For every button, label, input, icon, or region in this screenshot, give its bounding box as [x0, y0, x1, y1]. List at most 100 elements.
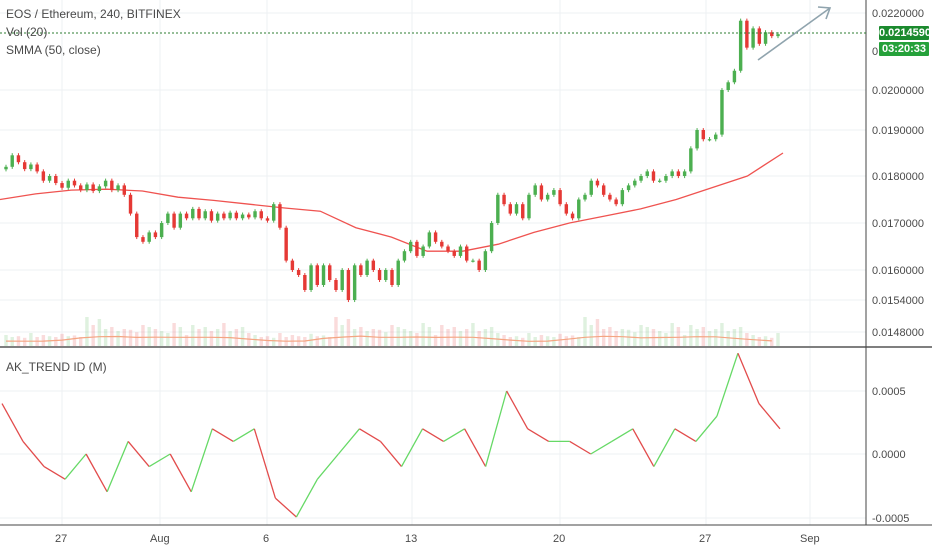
candle-body	[745, 20, 749, 48]
candle-body	[446, 246, 450, 252]
candle-body	[539, 185, 544, 200]
price-label: 0.0148000	[872, 327, 924, 339]
candle-body	[707, 139, 712, 141]
candle-body	[664, 176, 668, 181]
candle-body	[527, 194, 531, 219]
candle-body	[259, 211, 263, 219]
volume-bar	[29, 333, 33, 346]
candle-body	[60, 183, 64, 188]
candle-body	[433, 232, 438, 242]
candle-body	[427, 232, 432, 247]
candle-body	[191, 208, 195, 219]
candle-body	[564, 204, 569, 214]
price-axis[interactable]: 0.0220000 0. 0.0200000 0.0190000 0.01800…	[872, 8, 924, 339]
trend-segment	[422, 428, 444, 442]
volume-bar	[97, 319, 102, 346]
candle-body	[352, 265, 357, 300]
candle-body	[639, 176, 643, 181]
volume-bar	[328, 337, 332, 346]
volume-bar	[209, 331, 214, 346]
volume-bar	[159, 331, 164, 346]
volume-bar	[440, 325, 444, 346]
trend-indicator-line	[1, 352, 781, 518]
volume-bar	[489, 327, 494, 346]
candle-body	[66, 180, 70, 188]
volume-bar	[259, 337, 263, 346]
volume-bar	[166, 333, 170, 346]
volume-indicator-label[interactable]: Vol (20)	[6, 25, 48, 39]
volume-bar	[147, 327, 151, 346]
candlesticks[interactable]	[4, 18, 780, 303]
volume-bar	[141, 325, 145, 346]
indicator-axis[interactable]: 0.0005 0.0000 -0.0005	[872, 386, 909, 525]
volume-bar	[396, 327, 400, 346]
trend-segment	[169, 453, 192, 493]
volume-bar	[191, 325, 195, 346]
volume-bar	[315, 336, 320, 346]
candle-body	[384, 270, 388, 280]
trend-indicator-title[interactable]: AK_TREND ID (M)	[6, 360, 107, 374]
candle-body	[35, 164, 39, 172]
trend-segment	[274, 497, 297, 518]
candle-body	[315, 265, 320, 285]
candle-body	[147, 232, 151, 242]
candle-body	[396, 260, 400, 285]
volume-bar	[172, 323, 176, 346]
candle-body	[22, 162, 27, 170]
volume-bar	[116, 331, 120, 346]
candle-body	[110, 180, 114, 191]
trend-segment	[316, 453, 339, 480]
candle-body	[589, 180, 593, 195]
trend-segment	[64, 453, 87, 480]
candle-body	[215, 213, 220, 221]
volume-bar	[757, 337, 762, 346]
volume-bar	[321, 335, 326, 346]
candle-body	[477, 260, 481, 270]
candle-body	[10, 155, 14, 167]
volume-bar	[751, 335, 755, 346]
volume-bar	[657, 331, 662, 346]
volume-bar	[421, 323, 425, 346]
volume-bar	[502, 335, 506, 346]
candle-body	[583, 194, 587, 200]
candle-body	[135, 213, 139, 238]
candle-body	[321, 265, 326, 285]
volume-bar	[85, 317, 89, 346]
candle-body	[284, 227, 288, 261]
volume-bar	[477, 331, 481, 346]
countdown-tag: 03:20:33	[879, 42, 929, 56]
candle-body	[732, 70, 737, 83]
smma-indicator-label[interactable]: SMMA (50, close)	[6, 43, 101, 57]
trend-segment	[464, 428, 487, 467]
trend-arrow-drawing[interactable]	[757, 6, 832, 61]
volume-bar	[427, 327, 432, 346]
candle-body	[359, 265, 363, 275]
trend-segment	[400, 428, 424, 467]
candle-body	[141, 237, 145, 242]
volume-bar	[707, 331, 712, 346]
volume-bar	[408, 331, 413, 346]
volume-bar	[570, 335, 575, 346]
trend-segment	[674, 428, 697, 442]
volume-bar	[508, 337, 513, 346]
symbol-title[interactable]: EOS / Ethereum, 240, BITFINEX	[6, 7, 181, 21]
candle-body	[4, 166, 8, 170]
volume-bar	[365, 331, 369, 346]
trend-segment	[337, 428, 360, 455]
trend-segment	[632, 428, 655, 467]
trend-segment	[85, 453, 108, 493]
volume-bar	[128, 329, 133, 346]
trend-segment	[232, 428, 255, 442]
candle-body	[78, 185, 83, 191]
price-label: 0.0190000	[872, 125, 924, 137]
volume-bar	[527, 333, 531, 346]
candle-body	[657, 180, 662, 182]
candle-body	[483, 251, 488, 270]
time-axis[interactable]: 27 Aug 6 13 20 27 Sep	[55, 533, 820, 545]
candle-body	[159, 223, 164, 238]
volume-bar	[595, 319, 600, 346]
trend-segment	[653, 428, 676, 467]
volume-bar	[539, 335, 544, 346]
candle-body	[334, 280, 338, 290]
